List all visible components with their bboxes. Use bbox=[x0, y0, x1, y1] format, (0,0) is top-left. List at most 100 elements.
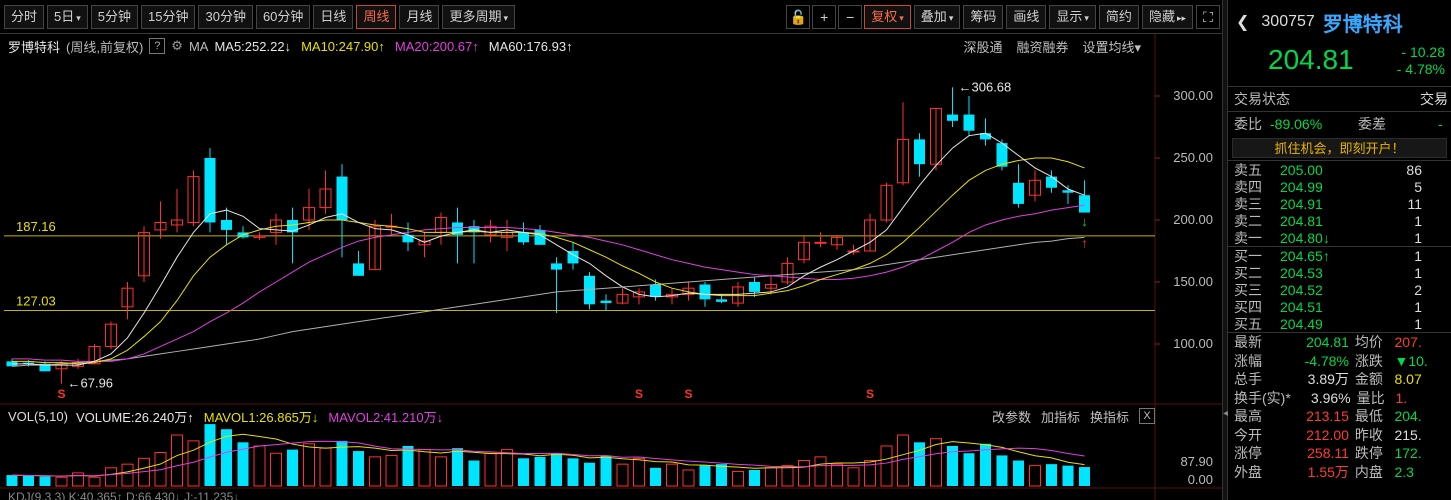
chevron-down-icon: ▾ bbox=[899, 13, 904, 23]
level-label: 卖五 bbox=[1234, 161, 1262, 178]
zoom-in-icon[interactable]: + bbox=[812, 5, 837, 29]
stat-row: 最高 213.15 最低 204. bbox=[1228, 407, 1451, 426]
zoom-out-icon[interactable]: − bbox=[838, 5, 863, 29]
stat-row: 涨幅 -4.78% 涨跌 ▼10. bbox=[1228, 352, 1451, 371]
tool-button[interactable]: 筹码 bbox=[963, 5, 1004, 29]
status-value: 交易 bbox=[1420, 91, 1448, 107]
chevron-down-icon: ▾ bbox=[76, 12, 81, 23]
candle-body bbox=[650, 284, 661, 297]
stat-value: 172. bbox=[1394, 445, 1422, 462]
period-label: 更多周期 bbox=[449, 8, 502, 24]
ask-row: 卖二 204.81 1 bbox=[1228, 212, 1451, 229]
ma20-line bbox=[12, 204, 1085, 362]
weibi-label: 委比 bbox=[1234, 116, 1262, 132]
period-button[interactable]: 30分钟 bbox=[198, 4, 253, 29]
volume-links: 改参数 加指标 换指标 X bbox=[972, 406, 1155, 426]
weicha-label: 委差 bbox=[1358, 116, 1386, 132]
candle-body bbox=[39, 363, 51, 372]
volume-link[interactable]: 换指标 bbox=[1089, 409, 1129, 425]
candle-body bbox=[418, 240, 431, 246]
period-button[interactable]: 5分钟 bbox=[90, 4, 139, 29]
tool-button[interactable]: 画线 bbox=[1006, 5, 1047, 29]
tool-button[interactable]: 简约 bbox=[1098, 5, 1139, 29]
period-subtitle: (周线,前复权) bbox=[66, 39, 144, 55]
candle-body bbox=[699, 284, 711, 300]
volume-value: MAVOL1:26.865万↓ bbox=[203, 409, 319, 425]
tool-list: 复权 ▾ 叠加 ▾ 筹码 画线 显示 ▾ 简约 隐藏 ▸▸ bbox=[864, 5, 1196, 29]
stat-label: 涨停 bbox=[1234, 445, 1262, 462]
candle-body bbox=[204, 158, 216, 223]
tool-label: 显示 bbox=[1056, 9, 1083, 24]
period-button[interactable]: 日线 bbox=[313, 4, 354, 29]
stat-row: 换手(实)* 3.96% 量比 1. bbox=[1228, 389, 1451, 408]
candle-body bbox=[253, 235, 266, 238]
tool-button[interactable]: 叠加 ▾ bbox=[913, 5, 961, 29]
candle-body bbox=[996, 143, 1008, 167]
period-button[interactable]: 更多周期 ▾ bbox=[442, 4, 516, 29]
lock-icon[interactable]: 🔓 bbox=[786, 5, 811, 29]
volume-bar bbox=[204, 424, 216, 486]
help-icon[interactable]: ? bbox=[149, 38, 166, 54]
indicator-link[interactable]: 深股通 bbox=[963, 39, 1003, 55]
period-button[interactable]: 月线 bbox=[399, 4, 440, 29]
period-button[interactable]: 5日 ▾ bbox=[47, 4, 88, 29]
tool-button[interactable]: 隐藏 ▸▸ bbox=[1141, 5, 1193, 29]
candle-body bbox=[187, 176, 200, 223]
indicator-link[interactable]: 设置均线▾ bbox=[1082, 39, 1141, 55]
tool-label: 隐藏 bbox=[1148, 9, 1175, 24]
level-price: 204.91 bbox=[1280, 195, 1323, 212]
candle-body bbox=[682, 287, 695, 295]
volume-link[interactable]: 加指标 bbox=[1040, 409, 1080, 425]
level-qty: 5 bbox=[1414, 178, 1422, 195]
volume-bar bbox=[154, 452, 167, 487]
volume-link[interactable]: 改参数 bbox=[991, 409, 1031, 425]
period-label: 60分钟 bbox=[262, 8, 304, 24]
candle-body bbox=[402, 234, 414, 243]
period-label: 5分钟 bbox=[97, 8, 132, 24]
candle-body bbox=[963, 114, 975, 131]
volume-indicator-bar: VOL(5,10) VOLUME:26.240万↑ MAVOL1:26.865万↓… bbox=[0, 406, 1155, 426]
stat-value: 1. bbox=[1395, 389, 1408, 406]
tool-button[interactable]: 显示 ▾ bbox=[1049, 5, 1096, 29]
candle-body bbox=[1013, 182, 1024, 204]
period-button[interactable]: 分时 bbox=[4, 4, 45, 29]
volume-values: VOLUME:26.240万↑ MAVOL1:26.865万↓ MAVOL2:41.… bbox=[76, 407, 453, 426]
open-account-banner[interactable]: 抓住机会，即刻开户！ bbox=[1232, 138, 1447, 158]
stat-row: 外盘 1.55万 内盘 2.3 bbox=[1228, 463, 1451, 482]
collapse-arrow-icon[interactable]: ◀ bbox=[1223, 408, 1231, 419]
bid-row: 买二 204.53 1 bbox=[1228, 264, 1451, 281]
candle-body bbox=[666, 293, 678, 298]
tool-button[interactable]: 复权 ▾ bbox=[864, 5, 911, 29]
ma60-line bbox=[11, 236, 1085, 367]
volume-bar bbox=[484, 452, 497, 487]
candle-body bbox=[1029, 179, 1041, 196]
stat-label: 换手(实)* bbox=[1234, 389, 1291, 406]
fullscreen-icon[interactable]: ⛶ bbox=[1196, 5, 1220, 29]
divider bbox=[1228, 86, 1451, 87]
candle-body bbox=[319, 188, 332, 209]
volume-bar bbox=[831, 463, 843, 487]
tool-label: 画线 bbox=[1013, 9, 1040, 24]
volume-bar bbox=[781, 465, 794, 487]
period-button[interactable]: 周线 bbox=[356, 4, 397, 29]
candle-body bbox=[781, 262, 794, 283]
stat-value: ▼10. bbox=[1394, 352, 1428, 369]
stat-row: 最新 204.81 均价 207. bbox=[1228, 333, 1451, 352]
stat-label: 最低 bbox=[1354, 408, 1383, 425]
candle-body bbox=[765, 283, 777, 289]
back-icon[interactable]: ❮ bbox=[1236, 14, 1250, 31]
gear-icon[interactable]: ⚙ bbox=[171, 38, 183, 53]
ma10-line bbox=[12, 157, 1085, 365]
indicator-link[interactable]: 融资融券 bbox=[1016, 39, 1069, 55]
candle-body bbox=[303, 207, 315, 221]
level-qty: 86 bbox=[1406, 161, 1422, 178]
stat-label: 内盘 bbox=[1354, 463, 1383, 480]
candle-body bbox=[55, 363, 68, 370]
close-icon[interactable]: X bbox=[1139, 408, 1155, 424]
price-row: 204.81 - 10.28 - 4.78% bbox=[1228, 44, 1451, 86]
panel-splitter[interactable]: ◀ bbox=[1222, 0, 1231, 500]
period-button[interactable]: 60分钟 bbox=[255, 4, 311, 29]
level-qty: 11 bbox=[1407, 195, 1422, 212]
period-button[interactable]: 15分钟 bbox=[141, 4, 196, 29]
s-signal-marker: S bbox=[866, 387, 874, 401]
